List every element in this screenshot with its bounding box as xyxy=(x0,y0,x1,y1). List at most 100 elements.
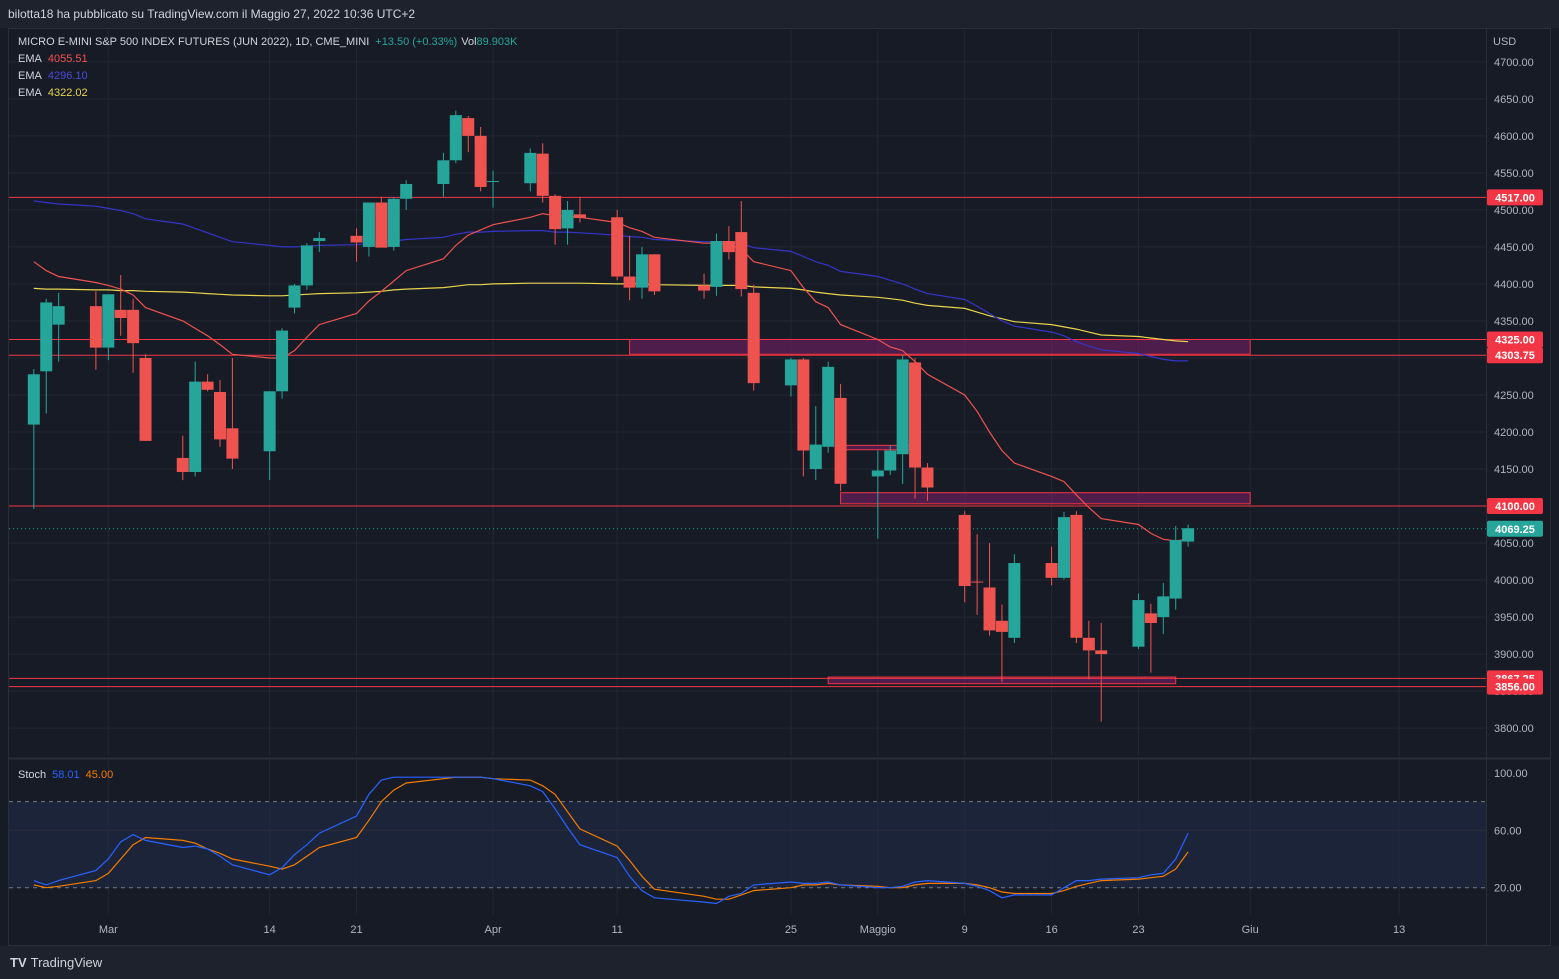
ema-mid-label: EMA xyxy=(18,70,42,82)
candle-body[interactable] xyxy=(1045,563,1058,578)
candle-body[interactable] xyxy=(698,285,711,291)
candle-body[interactable] xyxy=(27,374,40,425)
candle-body[interactable] xyxy=(226,428,239,459)
candle-body[interactable] xyxy=(102,294,115,348)
candle-body[interactable] xyxy=(561,209,574,229)
candle-body[interactable] xyxy=(871,470,884,477)
time-axis-label: 11 xyxy=(611,924,622,936)
stoch-k-line[interactable] xyxy=(33,776,1189,905)
candle-body[interactable] xyxy=(958,514,971,586)
candle-body[interactable] xyxy=(524,152,537,184)
candle-body[interactable] xyxy=(487,181,500,183)
candle-body[interactable] xyxy=(1070,514,1083,638)
price-tick-label: 4550.00 xyxy=(1494,168,1534,180)
price-tick-label: 4350.00 xyxy=(1494,316,1534,328)
ema-fast-legend[interactable]: EMA 4055.51 xyxy=(18,51,94,68)
candle-body[interactable] xyxy=(375,202,388,248)
ema-slow-line[interactable] xyxy=(33,282,1189,343)
stoch-tick-label: 100.00 xyxy=(1494,768,1528,780)
candle-body[interactable] xyxy=(896,359,909,455)
candle-body[interactable] xyxy=(362,202,375,247)
volume-label: Vol xyxy=(461,36,477,48)
candle-body[interactable] xyxy=(611,217,624,277)
candle-body[interactable] xyxy=(1058,517,1070,578)
ema-mid-legend[interactable]: EMA 4296.10 xyxy=(18,68,94,85)
candle-body[interactable] xyxy=(747,292,760,384)
candle-body[interactable] xyxy=(89,306,102,348)
ema-slow-legend[interactable]: EMA 4322.02 xyxy=(18,85,94,102)
candle-body[interactable] xyxy=(1008,563,1021,638)
candle-body[interactable] xyxy=(127,309,140,344)
candle-body[interactable] xyxy=(462,118,475,136)
level-price-label: 4100.00 xyxy=(1495,501,1535,513)
tradingview-logo[interactable]: TV TradingView xyxy=(10,955,102,970)
candle-body[interactable] xyxy=(1169,540,1182,599)
ema-fast-value: 4055.51 xyxy=(47,53,88,65)
price-tick-label: 4000.00 xyxy=(1494,575,1534,587)
candle-body[interactable] xyxy=(276,330,289,392)
candle-body[interactable] xyxy=(387,198,400,247)
candle-body[interactable] xyxy=(1144,613,1157,624)
time-axis-label: Mar xyxy=(99,924,118,936)
candle-body[interactable] xyxy=(995,620,1008,632)
candle-body[interactable] xyxy=(909,362,922,468)
stoch-d-line[interactable] xyxy=(33,776,1189,900)
symbol-title[interactable]: MICRO E-MINI S&P 500 INDEX FUTURES (JUN … xyxy=(18,36,370,48)
candle-body[interactable] xyxy=(1157,596,1170,618)
candle-body[interactable] xyxy=(1082,637,1095,651)
candle-body[interactable] xyxy=(722,240,735,253)
candle-body[interactable] xyxy=(1095,650,1108,655)
candle-body[interactable] xyxy=(114,309,127,318)
ema-slow-label: EMA xyxy=(18,87,42,99)
chart-frame[interactable] xyxy=(8,28,1551,946)
candle-body[interactable] xyxy=(313,238,326,241)
candle-body[interactable] xyxy=(52,306,65,325)
candle-body[interactable] xyxy=(809,444,822,470)
candle-body[interactable] xyxy=(1132,600,1145,647)
supply-demand-zone[interactable] xyxy=(629,338,1251,355)
candle-body[interactable] xyxy=(40,302,53,372)
candle-body[interactable] xyxy=(1182,528,1195,542)
supply-demand-zone[interactable] xyxy=(840,492,1251,505)
ema-fast-line[interactable] xyxy=(33,212,1189,542)
candle-body[interactable] xyxy=(201,381,214,390)
candle-body[interactable] xyxy=(400,183,413,199)
candle-body[interactable] xyxy=(449,115,462,161)
candle-body[interactable] xyxy=(710,240,723,287)
candle-body[interactable] xyxy=(214,392,226,440)
candle-body[interactable] xyxy=(735,232,748,290)
candle-body[interactable] xyxy=(623,276,636,288)
candle-body[interactable] xyxy=(474,135,487,187)
candle-body[interactable] xyxy=(784,359,797,386)
candle-body[interactable] xyxy=(884,450,897,471)
candle-body[interactable] xyxy=(263,391,276,452)
candle-body[interactable] xyxy=(437,160,450,184)
candle-body[interactable] xyxy=(139,357,152,441)
candle-body[interactable] xyxy=(189,381,202,472)
candle-body[interactable] xyxy=(636,254,648,288)
candle-body[interactable] xyxy=(797,359,810,451)
symbol-legend[interactable]: MICRO E-MINI S&P 500 INDEX FUTURES (JUN … xyxy=(18,34,524,51)
candle-body[interactable] xyxy=(971,581,984,583)
level-price-label: 3856.00 xyxy=(1495,682,1535,694)
candle-body[interactable] xyxy=(834,397,847,484)
stoch-legend[interactable]: Stoch 58.01 45.00 xyxy=(18,767,119,784)
candle-body[interactable] xyxy=(822,366,835,447)
price-tick-label: 4250.00 xyxy=(1494,390,1534,402)
publish-credit: bilotta18 ha pubblicato su TradingView.c… xyxy=(8,7,416,21)
candle-body[interactable] xyxy=(288,285,301,308)
candle-body[interactable] xyxy=(573,214,586,219)
time-axis-label: 14 xyxy=(264,924,276,936)
time-axis-label: 13 xyxy=(1393,924,1405,936)
candle-body[interactable] xyxy=(549,195,562,230)
candle-body[interactable] xyxy=(176,457,189,472)
ema-mid-line[interactable] xyxy=(33,200,1189,362)
candle-body[interactable] xyxy=(983,587,996,631)
candle-body[interactable] xyxy=(536,153,549,196)
candle-body[interactable] xyxy=(300,245,313,286)
candle-body[interactable] xyxy=(648,254,661,292)
candle-body[interactable] xyxy=(921,467,934,488)
candle-body[interactable] xyxy=(350,235,363,243)
price-tick-label: 4500.00 xyxy=(1494,205,1534,217)
